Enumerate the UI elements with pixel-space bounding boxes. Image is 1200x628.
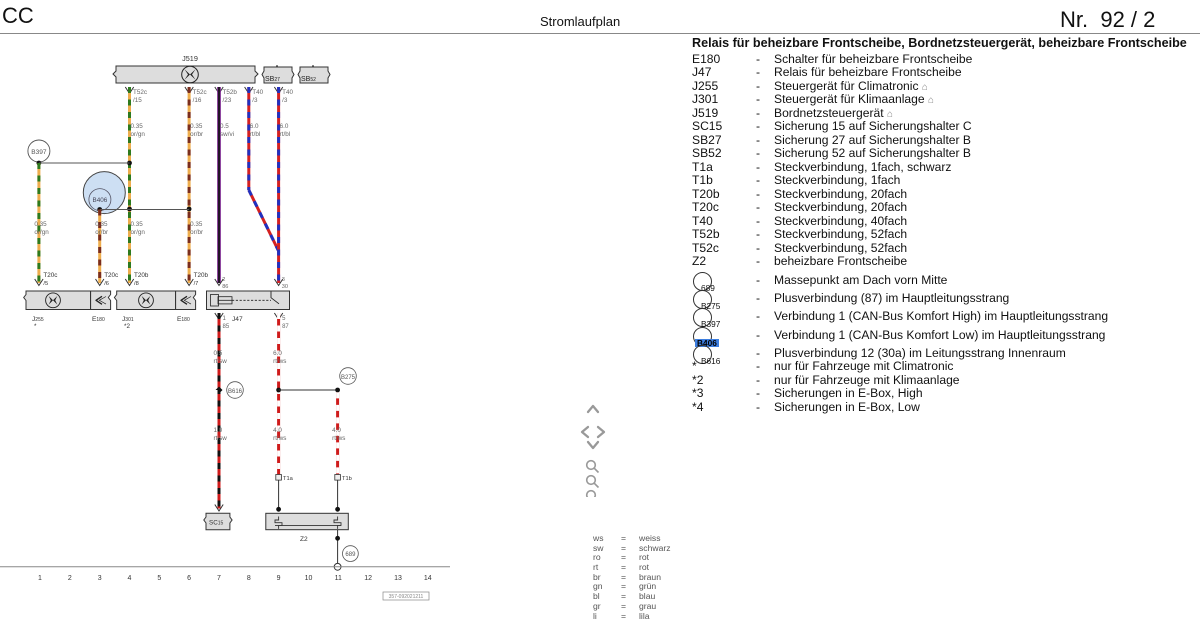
- svg-text:/16: /16: [193, 97, 202, 104]
- svg-text:T20c: T20c: [104, 272, 118, 279]
- svg-text:0.5: 0.5: [220, 123, 229, 130]
- svg-text:10: 10: [305, 575, 313, 582]
- svg-text:2: 2: [68, 575, 72, 582]
- svg-text:2: 2: [222, 277, 225, 283]
- svg-text:T52c: T52c: [133, 89, 147, 96]
- svg-text:B397: B397: [31, 149, 47, 156]
- svg-text:6.0: 6.0: [280, 123, 289, 130]
- svg-text:/8: /8: [134, 281, 139, 287]
- svg-text:T20c: T20c: [43, 272, 57, 279]
- svg-text:0.35: 0.35: [190, 123, 203, 130]
- svg-text:0.35: 0.35: [131, 123, 144, 130]
- svg-text:or/gn: or/gn: [34, 229, 49, 236]
- svg-text:86: 86: [222, 284, 228, 290]
- svg-text:J301: J301: [122, 316, 134, 323]
- svg-text:T52b: T52b: [223, 89, 238, 96]
- svg-text:SC15: SC15: [209, 520, 224, 527]
- svg-text:*2: *2: [124, 323, 130, 330]
- svg-text:0.35: 0.35: [190, 221, 203, 228]
- svg-text:13: 13: [394, 575, 402, 582]
- svg-text:5: 5: [157, 575, 161, 582]
- svg-text:9: 9: [277, 575, 281, 582]
- svg-text:rt/bl: rt/bl: [280, 131, 291, 138]
- svg-text:T1a: T1a: [283, 476, 294, 482]
- svg-text:3: 3: [282, 277, 285, 283]
- svg-text:sw/vi: sw/vi: [220, 131, 234, 138]
- svg-text:/3: /3: [252, 97, 258, 104]
- svg-text:rt/sw: rt/sw: [214, 358, 228, 365]
- svg-text:6.0: 6.0: [250, 123, 259, 130]
- svg-text:or/br: or/br: [190, 229, 203, 236]
- svg-text:rt/ws: rt/ws: [273, 358, 286, 365]
- svg-text:or/br: or/br: [95, 229, 108, 236]
- svg-text:689: 689: [345, 552, 356, 558]
- svg-text:T1b: T1b: [342, 476, 352, 482]
- svg-text:/23: /23: [223, 97, 232, 104]
- svg-text:5: 5: [282, 316, 286, 322]
- svg-text:B616: B616: [228, 389, 243, 395]
- svg-text:0.5: 0.5: [214, 350, 223, 357]
- svg-text:6.0: 6.0: [273, 350, 282, 357]
- svg-text:or/gn: or/gn: [131, 131, 146, 138]
- svg-text:E180: E180: [92, 316, 105, 323]
- svg-text:or/br: or/br: [190, 131, 203, 138]
- svg-text:1: 1: [223, 316, 227, 322]
- svg-text:357-092021211: 357-092021211: [389, 594, 424, 600]
- svg-text:rt/ws: rt/ws: [273, 435, 286, 442]
- svg-text:4.0: 4.0: [332, 427, 341, 434]
- svg-text:0.35: 0.35: [95, 221, 108, 228]
- svg-text:4.0: 4.0: [273, 427, 282, 434]
- svg-text:J47: J47: [232, 316, 243, 323]
- svg-text:T40: T40: [252, 89, 263, 96]
- svg-text:T20b: T20b: [134, 272, 149, 279]
- svg-text:11: 11: [335, 575, 342, 582]
- svg-text:rt/bl: rt/bl: [250, 131, 260, 138]
- svg-text:/7: /7: [194, 281, 199, 287]
- svg-text:/3: /3: [282, 97, 288, 104]
- svg-text:J255: J255: [32, 316, 44, 323]
- svg-text:J519: J519: [182, 54, 198, 63]
- svg-text:0.35: 0.35: [34, 221, 47, 228]
- svg-text:T20b: T20b: [194, 272, 209, 279]
- svg-text:30: 30: [282, 284, 288, 290]
- svg-text:SB52: SB52: [301, 76, 316, 83]
- svg-text:14: 14: [424, 575, 432, 582]
- svg-text:7: 7: [217, 575, 221, 582]
- svg-text:T40: T40: [282, 89, 293, 96]
- svg-text:87: 87: [282, 324, 289, 330]
- svg-text:3: 3: [98, 575, 102, 582]
- svg-text:6: 6: [187, 575, 191, 582]
- svg-text:B275: B275: [341, 375, 356, 381]
- svg-text:/5: /5: [43, 281, 48, 287]
- svg-text:4: 4: [128, 575, 132, 582]
- svg-text:E180: E180: [177, 316, 190, 323]
- svg-text:rt/sw: rt/sw: [214, 435, 228, 442]
- svg-text:rt/ws: rt/ws: [332, 435, 345, 442]
- svg-text:T52c: T52c: [193, 89, 207, 96]
- svg-text:12: 12: [364, 575, 372, 582]
- svg-text:0.35: 0.35: [131, 221, 144, 228]
- svg-text:*: *: [34, 323, 37, 330]
- svg-text:/15: /15: [133, 97, 142, 104]
- svg-text:8: 8: [247, 575, 251, 582]
- svg-text:1: 1: [38, 575, 42, 582]
- svg-text:or/gn: or/gn: [131, 229, 146, 236]
- svg-text:85: 85: [223, 324, 230, 330]
- svg-text:B406: B406: [93, 197, 108, 204]
- svg-text:1.0: 1.0: [214, 427, 223, 434]
- svg-text:SB27: SB27: [265, 76, 280, 83]
- svg-text:Z2: Z2: [300, 536, 308, 543]
- svg-text:/6: /6: [104, 281, 109, 287]
